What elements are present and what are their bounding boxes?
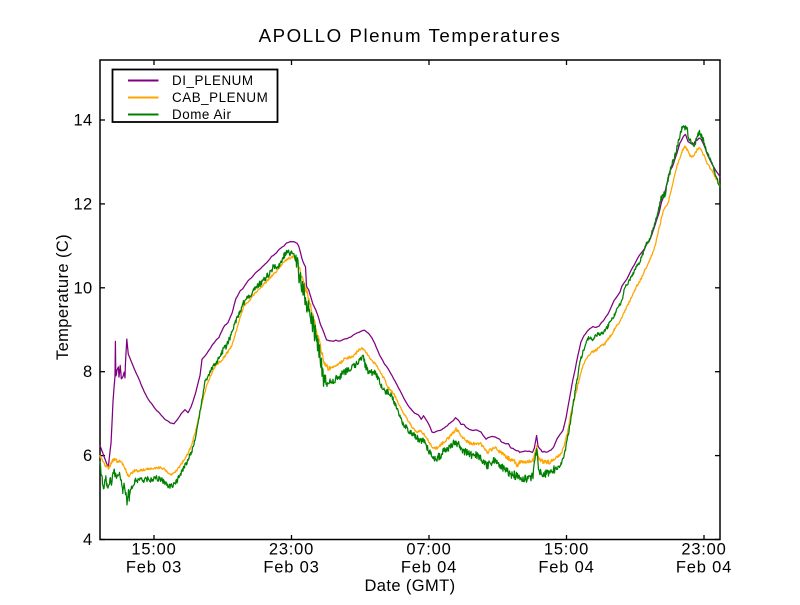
svg-text:23:00: 23:00 [269,541,314,559]
svg-text:6: 6 [83,447,92,465]
svg-text:10: 10 [74,279,93,297]
svg-text:Feb 04: Feb 04 [676,559,732,577]
svg-text:15:00: 15:00 [544,541,589,559]
svg-text:Feb 03: Feb 03 [263,559,319,577]
svg-text:23:00: 23:00 [681,541,726,559]
svg-text:Feb 03: Feb 03 [126,559,182,577]
svg-text:8: 8 [83,363,92,381]
svg-text:12: 12 [74,195,93,213]
svg-text:Feb 04: Feb 04 [401,559,457,577]
svg-text:Feb 04: Feb 04 [538,559,594,577]
svg-text:07:00: 07:00 [406,541,451,559]
svg-text:APOLLO Plenum Temperatures: APOLLO Plenum Temperatures [259,25,562,46]
svg-text:CAB_PLENUM: CAB_PLENUM [172,90,268,105]
svg-text:Dome Air: Dome Air [172,107,231,122]
svg-text:Temperature (C): Temperature (C) [54,234,72,360]
svg-text:14: 14 [74,112,93,130]
svg-text:DI_PLENUM: DI_PLENUM [172,73,254,88]
svg-text:15:00: 15:00 [131,541,176,559]
svg-text:Date (GMT): Date (GMT) [364,577,455,595]
svg-text:4: 4 [83,531,92,549]
